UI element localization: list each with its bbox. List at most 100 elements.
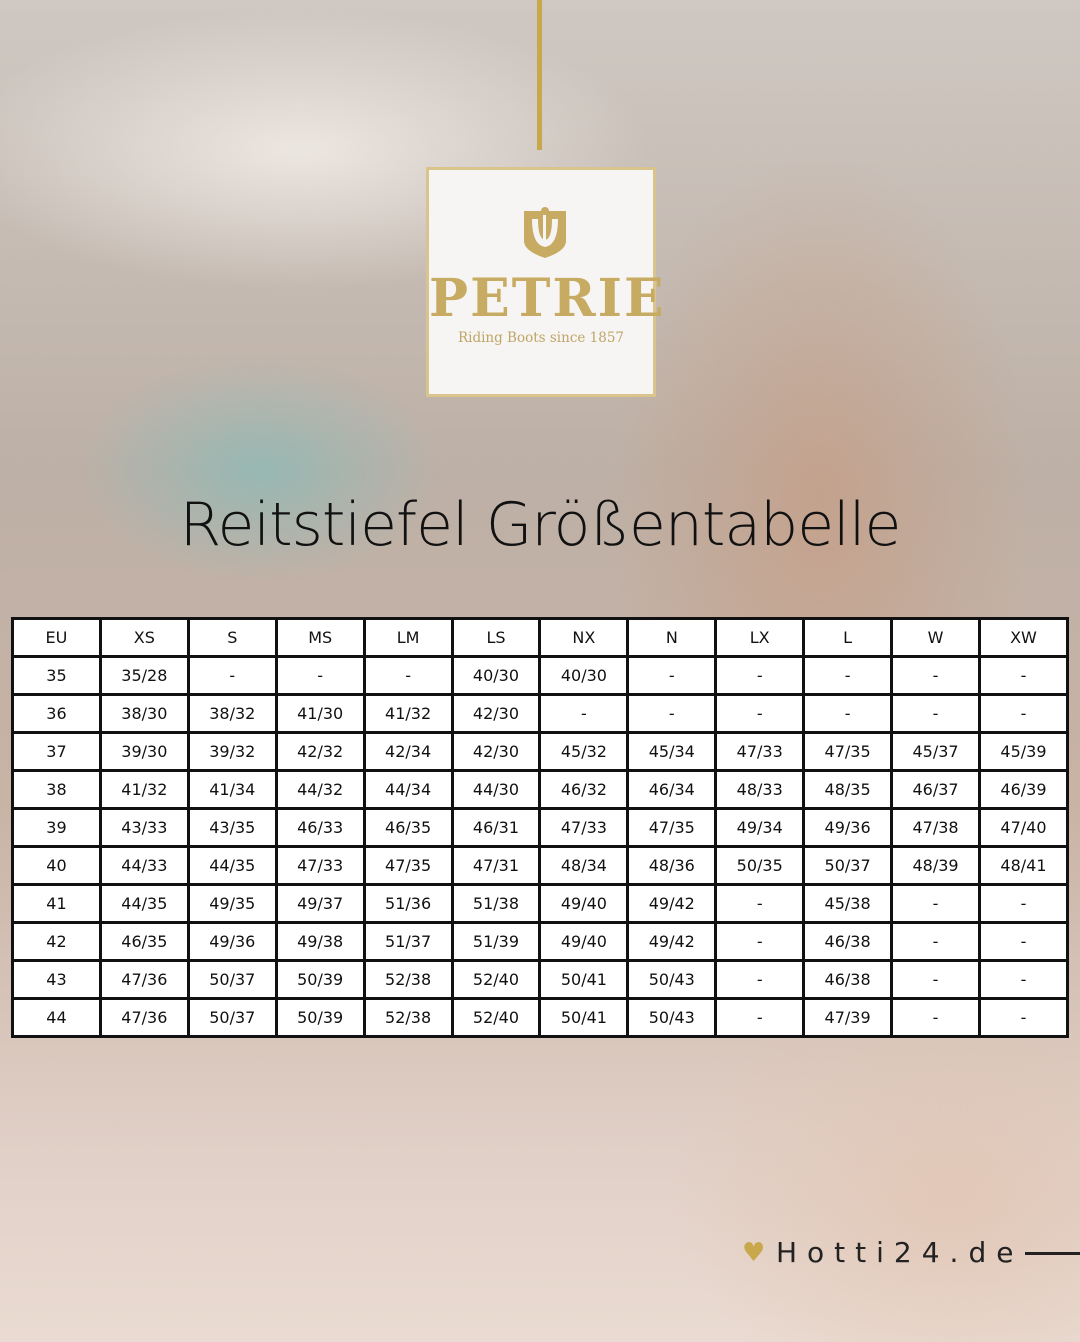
table-row: 36 38/30 38/32 41/30 41/32 42/30- - - - - - [11, 693, 1070, 734]
table-cell: 50/39 [274, 959, 366, 1000]
table-cell: 43/35 [186, 807, 278, 848]
table-cell: - [890, 997, 981, 1038]
table-cell: 48/41 [977, 845, 1070, 886]
table-cell: - [977, 883, 1070, 924]
table-cell: 41/32 [98, 769, 190, 810]
column-header: MS [274, 617, 366, 658]
table-cell: 39/32 [186, 731, 278, 772]
table-cell: 44/33 [98, 845, 190, 886]
heart-icon: ♥ [742, 1237, 766, 1268]
table-cell: 39/30 [98, 731, 190, 772]
brand-name: PETRIE [429, 268, 666, 329]
table-cell: 42/34 [362, 731, 454, 772]
table-row: 40 44/33 44/35 47/33 47/35 47/31 48/34 48/36 50/… [11, 845, 1070, 886]
column-header: EU [11, 617, 102, 658]
table-cell: - [802, 655, 894, 696]
table-cell: 43 [11, 959, 102, 1000]
table-cell: - [714, 655, 806, 696]
table-cell: 49/35 [186, 883, 278, 924]
table-cell: 35 [11, 655, 102, 696]
table-cell: - [890, 693, 981, 734]
table-cell: 49/42 [626, 883, 718, 924]
table-cell: 39 [11, 807, 102, 848]
table-cell: - [890, 655, 981, 696]
table-cell: 49/40 [538, 883, 630, 924]
column-header: XS [98, 617, 190, 658]
table-cell: 50/43 [626, 959, 718, 1000]
table-cell: 47/36 [98, 959, 190, 1000]
hanging-cord [537, 0, 542, 150]
table-cell: 45/39 [977, 731, 1070, 772]
table-cell: 46/37 [890, 769, 981, 810]
table-cell: 44/35 [186, 845, 278, 886]
table-cell: 47/33 [274, 845, 366, 886]
table-cell: 49/36 [186, 921, 278, 962]
table-cell: 48/36 [626, 845, 718, 886]
table-cell: 50/43 [626, 997, 718, 1038]
table-cell: 46/35 [362, 807, 454, 848]
table-cell: - [626, 655, 718, 696]
size-table: EU XS S MS LM LS NX N LX L W XW 35 35/28- - -40/30 40/30… [11, 617, 1070, 1038]
table-cell: - [890, 921, 981, 962]
table-cell: 47/31 [450, 845, 542, 886]
table-cell: - [890, 959, 981, 1000]
table-cell: 47/35 [626, 807, 718, 848]
table-cell: 51/36 [362, 883, 454, 924]
table-cell: - [186, 655, 278, 696]
table-cell: - [977, 997, 1070, 1038]
table-cell: 51/39 [450, 921, 542, 962]
table-cell: 41/30 [274, 693, 366, 734]
table-row: 42 46/35 49/36 49/38 51/37 51/39 49/40 49/42-46… [11, 921, 1070, 962]
table-cell: 48/33 [714, 769, 806, 810]
table-cell: 51/38 [450, 883, 542, 924]
table-cell: - [977, 959, 1070, 1000]
table-cell: 46/39 [977, 769, 1070, 810]
column-header: W [890, 617, 981, 658]
column-header: NX [538, 617, 630, 658]
table-cell: 49/36 [802, 807, 894, 848]
table-cell: 47/36 [98, 997, 190, 1038]
table-cell: 42 [11, 921, 102, 962]
site-name: Hotti24.de [776, 1236, 1024, 1269]
table-row: 44 47/36 50/37 50/39 52/38 52/40 50/41 50/43-47… [11, 997, 1070, 1038]
table-row: 37 39/30 39/32 42/32 42/34 42/30 45/32 45/34 47/… [11, 731, 1070, 772]
table-cell: 37 [11, 731, 102, 772]
table-cell: 47/38 [890, 807, 981, 848]
table-cell: 48/35 [802, 769, 894, 810]
table-cell: 43/33 [98, 807, 190, 848]
table-cell: 44 [11, 997, 102, 1038]
table-cell: 48/34 [538, 845, 630, 886]
table-cell: - [977, 693, 1070, 734]
table-cell: 52/40 [450, 959, 542, 1000]
table-row: 39 43/33 43/35 46/33 46/35 46/31 47/33 47/35 49/… [11, 807, 1070, 848]
table-cell: 44/32 [274, 769, 366, 810]
table-row: 43 47/36 50/37 50/39 52/38 52/40 50/41 50/43-46… [11, 959, 1070, 1000]
table-cell: - [714, 997, 806, 1038]
table-cell: 38 [11, 769, 102, 810]
table-cell: 46/35 [98, 921, 190, 962]
table-cell: 49/34 [714, 807, 806, 848]
table-cell: 49/38 [274, 921, 366, 962]
table-cell: 52/38 [362, 959, 454, 1000]
table-cell: 50/37 [186, 959, 278, 1000]
table-cell: 38/30 [98, 693, 190, 734]
table-cell: 52/38 [362, 997, 454, 1038]
table-cell: - [274, 655, 366, 696]
table-cell: 42/30 [450, 693, 542, 734]
column-header: LM [362, 617, 454, 658]
table-cell: 42/30 [450, 731, 542, 772]
brand-tagline: Riding Boots since 1857 [457, 330, 625, 346]
table-cell: 36 [11, 693, 102, 734]
table-cell: 50/37 [186, 997, 278, 1038]
column-header: LX [714, 617, 806, 658]
table-cell: - [977, 655, 1070, 696]
table-cell: 47/40 [977, 807, 1070, 848]
table-cell: 47/33 [714, 731, 806, 772]
table-cell: 40/30 [538, 655, 630, 696]
petrie-logo: PETRIE Riding Boots since 1857 [426, 167, 666, 397]
table-cell: 50/41 [538, 997, 630, 1038]
table-cell: 41/34 [186, 769, 278, 810]
table-cell: - [714, 921, 806, 962]
table-cell: 49/37 [274, 883, 366, 924]
table-cell: 52/40 [450, 997, 542, 1038]
